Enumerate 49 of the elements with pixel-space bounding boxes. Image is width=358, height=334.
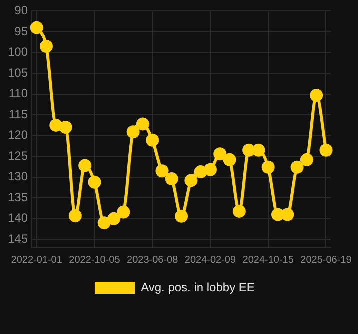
point [320,144,333,157]
point [232,204,246,218]
y-tick-label: 110 [8,86,28,101]
point [126,126,140,139]
x-tick-label: 2022-10-05 [69,254,121,266]
point [156,164,169,178]
y-tick-label: 135 [8,190,28,204]
point [50,118,63,132]
point [88,176,102,189]
point [310,89,324,102]
y-tick-label: 125 [8,148,28,163]
y-tick-label: 145 [8,232,28,246]
point [194,165,208,178]
point [98,216,111,230]
x-tick-label: 2023-06-08 [127,254,179,266]
point [40,40,53,54]
point [78,159,92,172]
point [223,153,236,166]
legend-label: Avg. pos. in lobby EE [141,280,255,294]
y-tick-label: 90 [14,4,28,18]
point [184,174,198,188]
point [242,144,256,157]
y-tick-label: 95 [14,24,28,38]
point [165,172,178,186]
point [214,148,227,161]
point [290,160,304,174]
y-tick-label: 115 [8,107,28,122]
x-tick-label: 2022-01-01 [11,254,63,266]
point [262,160,275,174]
point [59,121,72,134]
point [204,163,217,176]
point [136,118,150,131]
point [30,21,44,34]
point [146,134,160,147]
point [300,153,314,166]
y-tick-label: 120 [8,128,28,142]
point [108,212,121,226]
y-tick-label: 105 [8,66,28,80]
x-tick-label: 2024-02-09 [184,254,236,266]
y-tick-label: 100 [8,45,28,60]
point [252,144,266,157]
point [68,210,82,223]
point [175,210,188,223]
y-tick-label: 140 [8,211,28,226]
point [117,206,130,219]
x-tick-label: 2024-10-15 [242,254,294,266]
y-tick-label: 130 [8,170,28,184]
x-tick-label: 2025-06-19 [300,254,352,266]
point [281,208,294,222]
